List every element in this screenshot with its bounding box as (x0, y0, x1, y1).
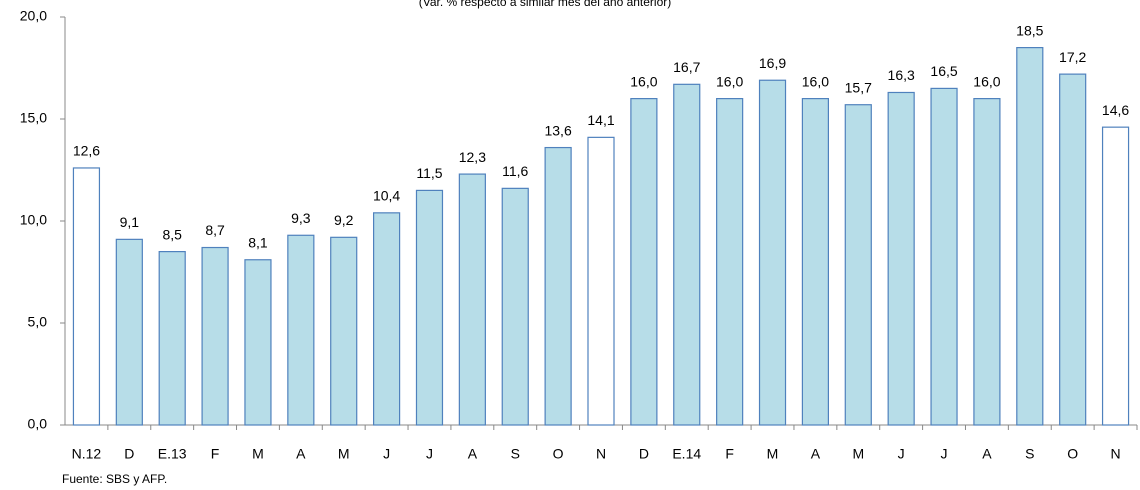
value-label: 9,1 (120, 214, 140, 230)
x-tick-label: E.13 (158, 446, 187, 462)
x-tick-label: S (1025, 446, 1034, 462)
x-tick-label: M (852, 446, 864, 462)
bar (716, 97, 744, 426)
x-tick-label: N (596, 446, 606, 462)
value-label: 16,9 (759, 55, 786, 71)
value-label: 11,6 (502, 163, 528, 179)
value-label: 10,4 (373, 188, 400, 204)
value-label: 8,1 (248, 234, 268, 250)
x-tick-label: M (338, 446, 350, 462)
x-tick-label: J (941, 446, 948, 462)
value-label: 16,0 (973, 73, 1000, 89)
x-tick-label: A (982, 446, 992, 462)
bar (973, 97, 1001, 426)
value-label: 9,3 (291, 210, 311, 226)
value-label: 14,6 (1102, 102, 1129, 118)
value-label: 18,5 (1016, 22, 1043, 38)
x-tick-label: O (1067, 446, 1078, 462)
value-label: 8,7 (205, 222, 225, 238)
value-label: 16,5 (930, 63, 957, 79)
value-label: 16,0 (802, 73, 829, 89)
bar (415, 189, 444, 426)
value-label: 16,7 (673, 59, 700, 75)
y-tick-label: 0,0 (28, 416, 48, 432)
bar (115, 238, 143, 426)
bar (887, 91, 915, 426)
y-tick-label: 5,0 (28, 314, 48, 330)
bar (287, 234, 315, 426)
x-tick-label: M (767, 446, 779, 462)
value-label: 8,5 (162, 226, 182, 242)
value-label: 9,2 (334, 212, 354, 228)
bar (1101, 126, 1130, 426)
bar (158, 251, 186, 426)
x-tick-label: F (211, 446, 220, 462)
x-tick-label: S (511, 446, 520, 462)
value-label: 12,6 (73, 143, 100, 159)
x-tick-label: N.12 (72, 446, 102, 462)
value-label: 14,1 (587, 112, 614, 128)
chart-subtitle: (Var. % respecto a similar mes del año a… (419, 0, 672, 9)
x-tick-label: A (468, 446, 478, 462)
bar (72, 167, 101, 426)
x-tick-label: N (1110, 446, 1120, 462)
x-tick-label: A (811, 446, 821, 462)
bar (801, 97, 830, 426)
bar (844, 104, 872, 426)
x-tick-label: F (725, 446, 734, 462)
bar (930, 87, 958, 426)
bar (630, 97, 658, 426)
x-tick-label: A (296, 446, 306, 462)
value-label: 16,0 (630, 73, 657, 89)
x-tick-label: J (426, 446, 433, 462)
value-label: 17,2 (1059, 49, 1086, 65)
bar (587, 136, 615, 426)
y-tick-label: 15,0 (20, 110, 47, 126)
value-label: 15,7 (845, 79, 872, 95)
bar (758, 79, 787, 426)
bar (501, 187, 529, 426)
value-label: 16,0 (716, 73, 743, 89)
bar (244, 259, 272, 426)
value-label: 13,6 (544, 122, 571, 138)
x-tick-label: J (898, 446, 905, 462)
x-tick-label: J (383, 446, 390, 462)
value-label: 11,5 (416, 165, 442, 181)
bar (330, 236, 358, 426)
value-label: 16,3 (888, 67, 915, 83)
x-tick-label: E.14 (672, 446, 701, 462)
bar (373, 212, 401, 426)
value-label: 12,3 (459, 149, 486, 165)
x-tick-label: D (639, 446, 649, 462)
x-tick-label: O (553, 446, 564, 462)
x-tick-label: D (124, 446, 134, 462)
bar (544, 146, 572, 426)
bar (673, 83, 701, 426)
x-tick-label: M (252, 446, 264, 462)
y-tick-label: 10,0 (20, 212, 47, 228)
bar (1016, 46, 1044, 426)
bar (1059, 73, 1087, 426)
y-tick-label: 20,0 (20, 8, 47, 24)
bar (201, 246, 229, 426)
source-note: Fuente: SBS y AFP. (62, 472, 167, 486)
bar (458, 173, 486, 426)
